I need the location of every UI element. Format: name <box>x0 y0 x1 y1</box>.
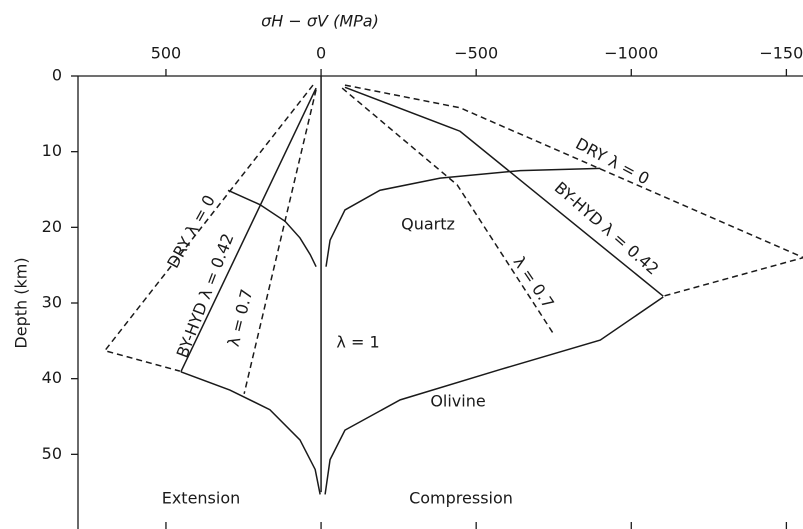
series-line <box>180 87 317 373</box>
y-tick-label: 20 <box>42 217 62 236</box>
series-label: BY-HYD λ = 0.42 <box>551 178 663 279</box>
y-axis-label: Depth (km) <box>12 257 31 348</box>
series-line <box>180 296 664 495</box>
y-tick-label: 50 <box>42 444 62 463</box>
series-line <box>344 84 803 297</box>
series-line <box>103 84 314 372</box>
series-line <box>341 87 554 334</box>
series-label: DRY λ = 0 <box>572 134 652 189</box>
series-label: Quartz <box>401 215 455 234</box>
series-line <box>344 86 664 297</box>
y-tick-label: 10 <box>42 141 62 160</box>
y-tick-label: 40 <box>42 368 62 387</box>
x-tick-label: −1000 <box>604 44 658 63</box>
y-tick-label: 30 <box>42 293 62 312</box>
series-label: λ = 1 <box>336 333 379 352</box>
annotation: Extension <box>162 489 241 508</box>
annotation: Compression <box>409 489 513 508</box>
y-tick-label: 0 <box>52 66 62 85</box>
series-label: Olivine <box>430 392 485 411</box>
x-tick-label: −500 <box>454 44 498 63</box>
x-tick-label: 0 <box>316 44 326 63</box>
series-label: λ = 0.7 <box>224 287 257 348</box>
series-line <box>243 89 317 394</box>
x-axis-label: σH − σV (MPa) <box>261 12 379 31</box>
x-tick-label: 500 <box>151 44 182 63</box>
series-line <box>227 167 601 268</box>
